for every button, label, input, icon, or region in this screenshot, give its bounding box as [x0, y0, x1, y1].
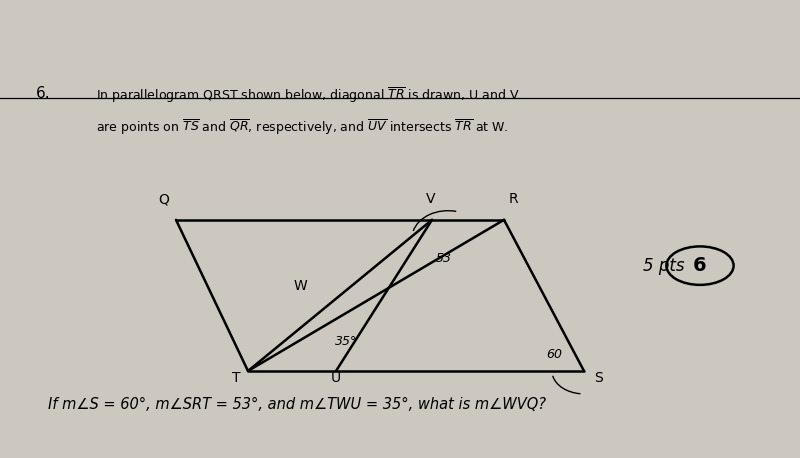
- Text: 53: 53: [436, 252, 452, 265]
- Text: 5 pts: 5 pts: [643, 256, 685, 275]
- Text: 60: 60: [546, 349, 562, 361]
- Text: If m∠S = 60°, m∠SRT = 53°, and m∠TWU = 35°, what is m∠WVQ?: If m∠S = 60°, m∠SRT = 53°, and m∠TWU = 3…: [48, 397, 546, 412]
- Text: 6.: 6.: [36, 86, 50, 101]
- Text: In parallelogram QRST shown below, diagonal $\overline{TR}$ is drawn, U and V: In parallelogram QRST shown below, diago…: [96, 86, 520, 105]
- Text: U: U: [331, 371, 341, 385]
- Text: R: R: [509, 192, 518, 206]
- Text: 6: 6: [693, 256, 707, 275]
- Text: 35°: 35°: [334, 335, 357, 348]
- Text: S: S: [594, 371, 602, 385]
- Text: are points on $\overline{TS}$ and $\overline{QR}$, respectively, and $\overline{: are points on $\overline{TS}$ and $\over…: [96, 118, 509, 137]
- Text: V: V: [426, 192, 435, 206]
- Text: W: W: [293, 279, 307, 293]
- Text: T: T: [232, 371, 240, 385]
- Text: Q: Q: [158, 192, 170, 206]
